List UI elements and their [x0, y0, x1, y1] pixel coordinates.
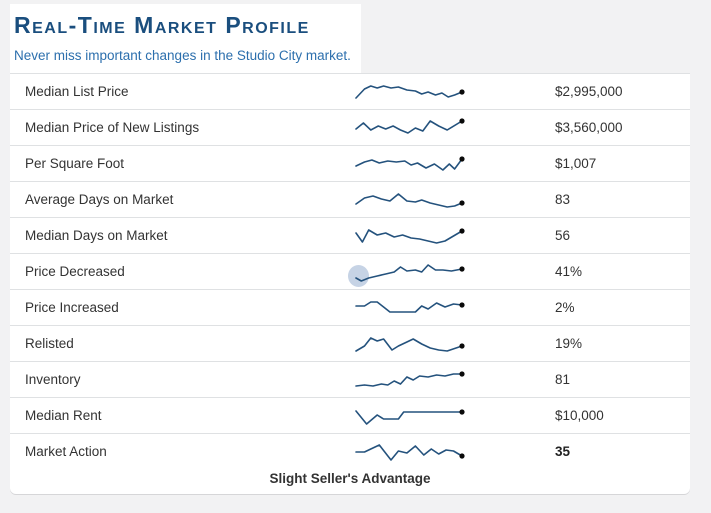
sparkline-svg [355, 155, 465, 171]
market-status-label: Slight Seller's Advantage [269, 471, 431, 486]
sparkline-end-dot [459, 370, 465, 377]
metric-value: $1,007 [555, 156, 597, 171]
sparkline-end-dot [459, 408, 465, 415]
metric-label: Per Square Foot [25, 156, 125, 171]
market-stats-table: Median List Price $2,995,000 Median Pric… [10, 73, 690, 494]
market-profile-widget: Real-Time Market Profile Never miss impo… [10, 4, 690, 494]
metric-label: Market Action [25, 444, 107, 459]
sparkline-svg [355, 192, 465, 208]
sparkline-end-dot [459, 199, 465, 206]
metric-label: Median Rent [25, 408, 102, 423]
metric-value: $2,995,000 [555, 84, 623, 99]
table-row: Price Decreased 41% [10, 253, 690, 289]
table-body: Median List Price $2,995,000 Median Pric… [10, 73, 690, 469]
sparkline-chart [355, 146, 555, 182]
table-row: Market Action 35 [10, 433, 690, 469]
table-row: Per Square Foot $1,007 [10, 145, 690, 181]
sparkline-svg [355, 117, 465, 134]
table-row: Inventory 81 [10, 361, 690, 397]
sparkline-end-dot [459, 117, 465, 124]
metric-value: 83 [555, 192, 571, 207]
sparkline-svg [355, 300, 465, 313]
metric-label: Price Increased [25, 300, 119, 315]
sparkline-end-dot [459, 265, 465, 272]
sparkline-svg [355, 336, 465, 352]
metric-label: Median Days on Market [25, 228, 168, 243]
page-subtitle: Never miss important changes in the Stud… [14, 48, 351, 63]
table-row: Median Price of New Listings $3,560,000 [10, 109, 690, 145]
sparkline-chart [355, 290, 555, 326]
table-row: Median Rent $10,000 [10, 397, 690, 433]
sparkline-chart [355, 74, 555, 110]
table-row: Median List Price $2,995,000 [10, 73, 690, 109]
metric-label: Median Price of New Listings [25, 120, 200, 135]
metric-label: Median List Price [25, 84, 129, 99]
metric-value: 81 [555, 372, 571, 387]
sparkline-svg [355, 263, 465, 282]
table-row: Relisted 19% [10, 325, 690, 361]
metric-value: 2% [555, 300, 575, 315]
sparkline-svg [355, 408, 465, 425]
metric-value: 56 [555, 228, 571, 243]
table-row: Median Days on Market 56 [10, 217, 690, 253]
sparkline-end-dot [459, 342, 465, 349]
sparkline-end-dot [459, 452, 465, 459]
sparkline-svg [355, 370, 465, 387]
sparkline-end-dot [459, 88, 465, 95]
cursor-highlight [348, 264, 369, 287]
metric-value: $3,560,000 [555, 120, 623, 135]
metric-label: Price Decreased [25, 264, 125, 279]
metric-value: 41% [555, 264, 583, 279]
sparkline-chart [355, 218, 555, 254]
sparkline-svg [355, 84, 465, 99]
sparkline-end-dot [459, 227, 465, 234]
sparkline-chart [355, 434, 555, 470]
table-row: Price Increased 2% [10, 289, 690, 325]
metric-value: $10,000 [555, 408, 604, 423]
metric-label: Average Days on Market [25, 192, 174, 207]
sparkline-end-dot [459, 301, 465, 308]
metric-value: 35 [555, 444, 571, 459]
sparkline-svg [355, 443, 465, 461]
page-title: Real-Time Market Profile [14, 12, 310, 38]
sparkline-chart [355, 110, 555, 146]
metric-label: Relisted [25, 336, 74, 351]
sparkline-chart [348, 254, 555, 290]
sparkline-svg [355, 227, 465, 244]
metric-label: Inventory [25, 372, 81, 387]
metric-value: 19% [555, 336, 583, 351]
sparkline-chart [355, 326, 555, 362]
table-row: Average Days on Market 83 [10, 181, 690, 217]
sparkline-end-dot [459, 155, 465, 162]
sparkline-chart [355, 398, 555, 434]
sparkline-chart [355, 362, 555, 398]
sparkline-chart [355, 182, 555, 218]
widget-header: Real-Time Market Profile Never miss impo… [10, 4, 361, 73]
